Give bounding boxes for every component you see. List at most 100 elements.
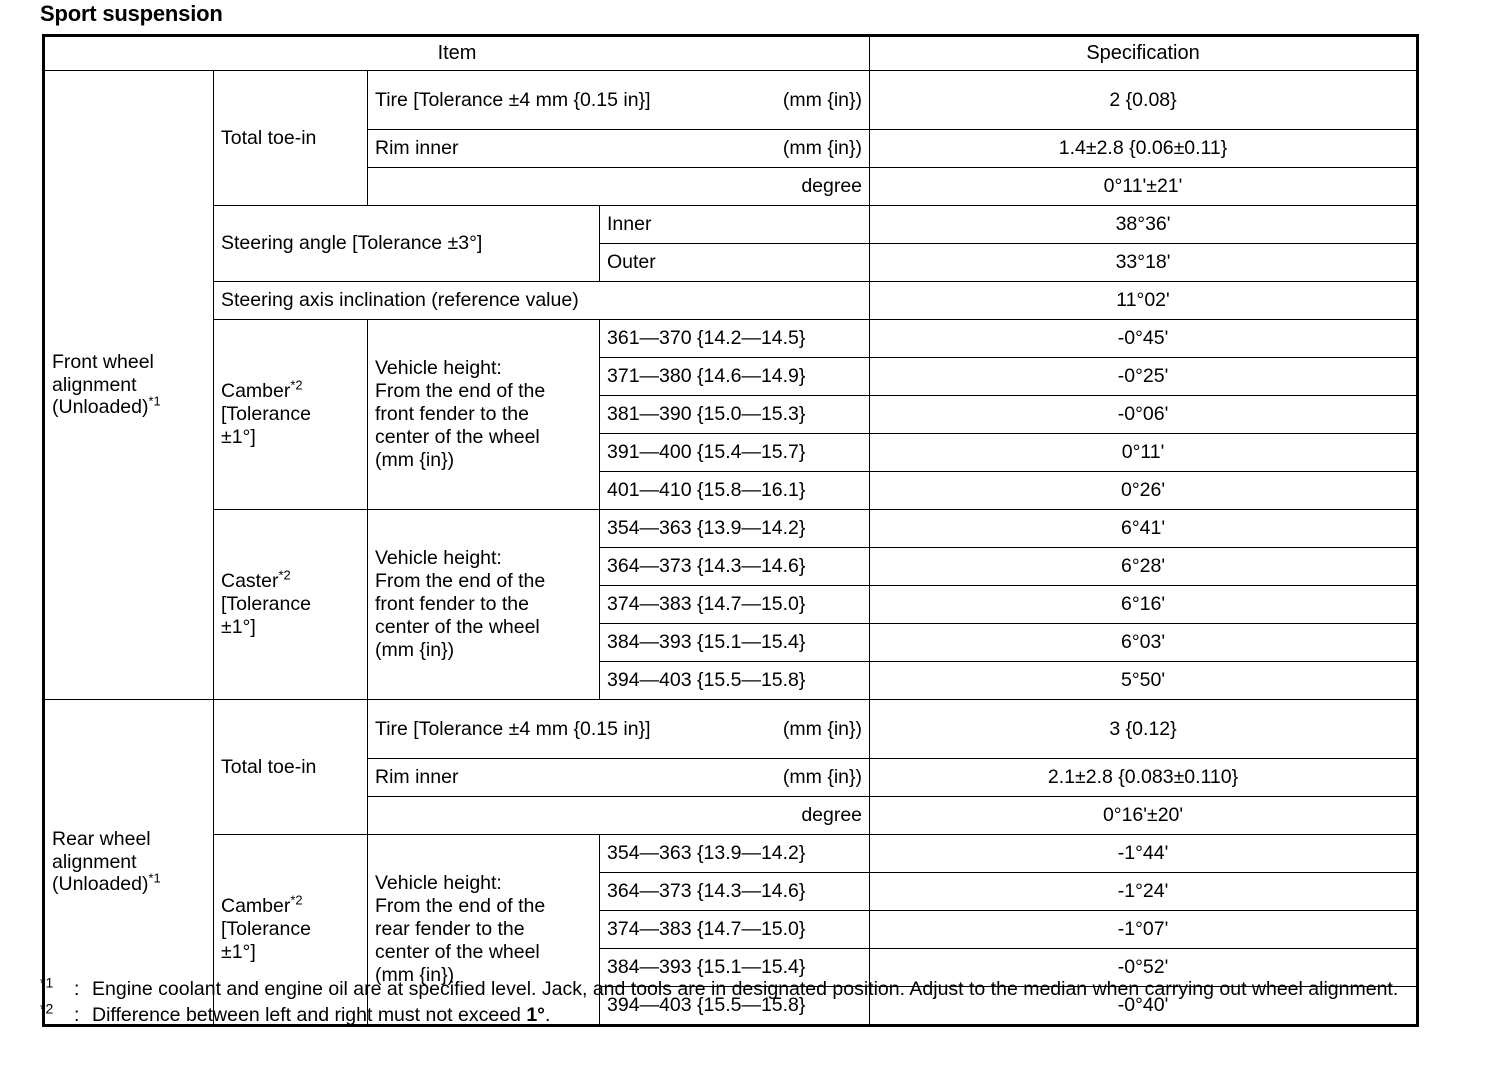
spec-value: -0°52'	[869, 948, 1419, 987]
footnote-ref-2: *2	[290, 892, 303, 908]
range-value: 384—393 {15.1—15.4}	[598, 623, 871, 662]
table-row: Steering axis inclination (reference val…	[44, 281, 1419, 320]
condition-vehicle-height-front-camber: Vehicle height: From the end of the fron…	[367, 319, 600, 510]
item-camber-rear: Camber*2 [Tolerance ±1°]	[213, 834, 368, 1026]
camber-tolerance-line1: [Tolerance	[221, 403, 311, 426]
condition-line-4: center of the wheel	[375, 425, 540, 448]
group-label-line3: (Unloaded)	[52, 873, 149, 896]
caster-tolerance-line2: ±1°]	[221, 615, 256, 638]
condition-line-2: From the end of the	[375, 380, 546, 403]
subitem-steering-angle-inner: Inner	[598, 205, 871, 244]
group-label-line2: alignment	[52, 850, 137, 873]
range-value: 371—380 {14.6—14.9}	[598, 357, 871, 396]
footnotes: *1 : Engine coolant and engine oil are a…	[40, 975, 1460, 1029]
item-total-toe-in-rear: Total toe-in	[213, 699, 368, 835]
subitem-tire-label: Tire [Tolerance ±4 mm {0.15 in}]	[375, 717, 651, 740]
footnote-ref-1: *1	[148, 870, 161, 886]
page-title: Sport suspension	[40, 1, 223, 26]
footnote-ref-2: *2	[290, 377, 303, 393]
spec-value: 6°41'	[869, 509, 1419, 548]
footnote-ref-2: *2	[278, 567, 291, 583]
condition-line-1: Vehicle height:	[375, 872, 502, 895]
footnote-2-text-after: .	[544, 1003, 551, 1026]
spec-value: 33°18'	[869, 243, 1419, 282]
unit-degree: degree	[801, 175, 863, 198]
condition-vehicle-height-front-caster: Vehicle height: From the end of the fron…	[367, 509, 600, 700]
table-row: 374—383 {14.7—15.0} -1°07'	[44, 910, 1419, 949]
spec-value: 0°26'	[869, 471, 1419, 510]
subitem-rim-inner-rear: Rim inner (mm {in})	[366, 758, 871, 797]
condition-line-5: (mm {in})	[375, 638, 455, 661]
table-row: 384—393 {15.1—15.4} 6°03'	[44, 623, 1419, 662]
spec-value: 6°03'	[869, 623, 1419, 662]
condition-line-1: Vehicle height:	[375, 547, 502, 570]
footnote-2-text-before: Difference between left and right must n…	[92, 1003, 527, 1026]
range-value: 361—370 {14.2—14.5}	[598, 319, 871, 358]
item-camber-front: Camber*2 [Tolerance ±1°]	[213, 319, 368, 510]
condition-line-4: center of the wheel	[375, 615, 540, 638]
table-row: Rear wheel alignment (Unloaded)*1 Total …	[43, 699, 1419, 1026]
condition-line-3: front fender to the	[375, 403, 529, 426]
spec-value: -1°24'	[869, 872, 1419, 911]
footnote-2-text-bold: 1°	[526, 1003, 545, 1026]
table-row: 364—373 {14.3—14.6} -1°24'	[44, 872, 1419, 911]
group-label-front-wheel-alignment: Front wheel alignment (Unloaded)*1	[43, 70, 214, 700]
range-value: 354—363 {13.9—14.2}	[598, 509, 871, 548]
caster-label: Caster	[221, 570, 279, 593]
camber-tolerance-line2: ±1°]	[221, 940, 256, 963]
item-steering-angle: Steering angle [Tolerance ±3°]	[213, 205, 600, 282]
item-caster-front: Caster*2 [Tolerance ±1°]	[213, 509, 368, 700]
spec-value: 5°50'	[869, 661, 1419, 700]
table-row: Camber*2 [Tolerance ±1°] Vehicle height:…	[44, 834, 1419, 1026]
footnote-1-colon: :	[74, 978, 80, 1000]
spec-value: -1°44'	[869, 834, 1419, 873]
range-value: 364—373 {14.3—14.6}	[598, 872, 871, 911]
table-row: 384—393 {15.1—15.4} -0°52'	[44, 948, 1419, 987]
subitem-rim-inner-label: Rim inner	[375, 137, 459, 160]
table-row: 364—373 {14.3—14.6} 6°28'	[44, 547, 1419, 586]
subitem-degree-rear: degree	[366, 796, 871, 835]
unit-degree: degree	[801, 804, 863, 827]
caster-tolerance-line1: [Tolerance	[221, 593, 311, 616]
spec-value: -1°07'	[869, 910, 1419, 949]
table-row: Caster*2 [Tolerance ±1°] Vehicle height:…	[44, 509, 1419, 700]
condition-line-4: center of the wheel	[375, 940, 540, 963]
footnote-2-sup: *2	[40, 1000, 54, 1017]
spec-value: 1.4±2.8 {0.06±0.11}	[869, 129, 1419, 168]
table-row: 394—403 {15.5—15.8} -0°40'	[44, 986, 1419, 1026]
group-label-rear-wheel-alignment: Rear wheel alignment (Unloaded)*1	[43, 699, 214, 1026]
range-value: 364—373 {14.3—14.6}	[598, 547, 871, 586]
group-label-line3: (Unloaded)	[52, 396, 149, 419]
spec-value: -0°40'	[869, 986, 1419, 1026]
footnote-1: *1 : Engine coolant and engine oil are a…	[40, 975, 1460, 1003]
spec-value: -0°06'	[869, 395, 1419, 434]
spec-value: 6°16'	[869, 585, 1419, 624]
footnote-ref-1: *1	[148, 393, 161, 409]
spec-value: 3 {0.12}	[869, 699, 1419, 759]
range-value: 374—383 {14.7—15.0}	[598, 910, 871, 949]
group-label-line1: Front wheel	[52, 350, 154, 373]
spec-value: 38°36'	[869, 205, 1419, 244]
spec-value: 0°11'	[869, 433, 1419, 472]
subitem-tire-tolerance-rear: Tire [Tolerance ±4 mm {0.15 in}] (mm {in…	[366, 699, 871, 759]
spec-value: 0°11'±21'	[869, 167, 1419, 206]
unit-mm-in: (mm {in})	[782, 717, 863, 740]
subitem-rim-inner-label: Rim inner	[375, 766, 459, 789]
group-label-line2: alignment	[52, 373, 137, 396]
condition-line-3: rear fender to the	[375, 918, 525, 941]
range-value: 401—410 {15.8—16.1}	[598, 471, 871, 510]
table-row: 391—400 {15.4—15.7} 0°11'	[44, 433, 1419, 472]
subitem-steering-angle-outer: Outer	[598, 243, 871, 282]
spec-value: -0°25'	[869, 357, 1419, 396]
range-value: 394—403 {15.5—15.8}	[598, 661, 871, 700]
item-total-toe-in-front: Total toe-in	[213, 70, 368, 206]
header-specification: Specification	[869, 35, 1419, 71]
camber-tolerance-line2: ±1°]	[221, 425, 256, 448]
table-header-row: Item Specification	[42, 35, 1419, 71]
footnote-1-mark: *1	[40, 975, 74, 1003]
footnote-2-mark: *2	[40, 1000, 74, 1029]
table-row: Steering angle [Tolerance ±3°] Inner 38°…	[44, 205, 1419, 282]
table-row: 394—403 {15.5—15.8} 5°50'	[44, 661, 1419, 700]
spec-value: 2.1±2.8 {0.083±0.110}	[869, 758, 1419, 797]
